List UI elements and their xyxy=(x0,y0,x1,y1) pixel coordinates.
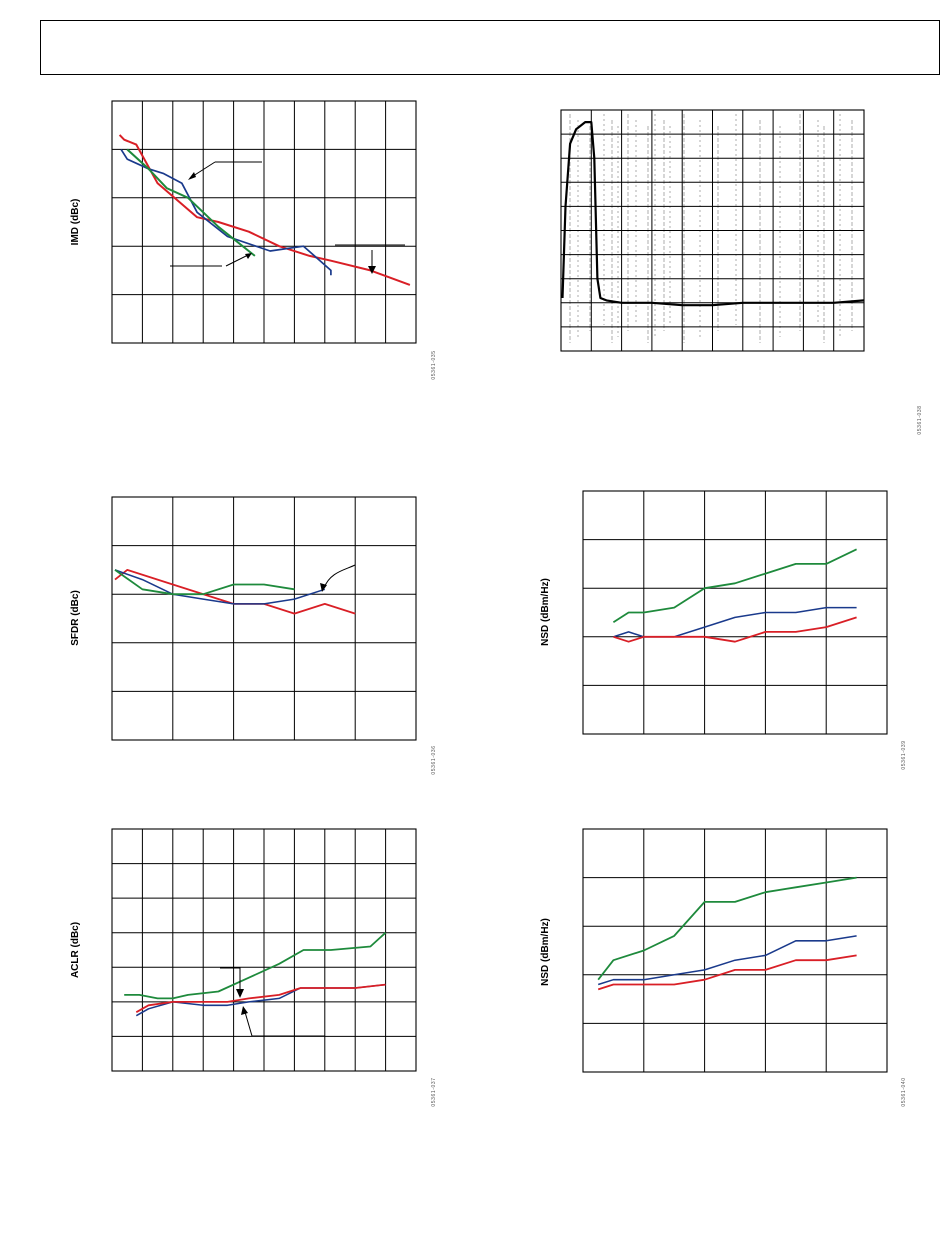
sfdr-figure-id: 05361-036 xyxy=(431,745,437,774)
imd-annotation-arrowhead-2 xyxy=(245,253,252,259)
plot-frame xyxy=(582,828,888,1073)
plot-frame xyxy=(582,490,888,735)
aclr-chart: ACLR (dBc) 05361-037 xyxy=(70,828,437,1107)
sfdr-annotation-arrowhead xyxy=(320,583,327,592)
imd-chart: IMD (dBc) 05361-035 xyxy=(70,100,437,380)
series-line-red xyxy=(118,134,411,286)
spectrum-chart: 05361-038 xyxy=(560,109,923,435)
aclr-annotation-arrowhead-1 xyxy=(236,989,244,998)
aclr-y-axis-label: ACLR (dBc) xyxy=(70,922,81,978)
imd-y-axis-label: IMD (dBc) xyxy=(70,199,81,246)
imd-plot-area xyxy=(111,100,417,344)
series-line-green xyxy=(114,569,295,596)
sfdr-plot-area xyxy=(111,496,417,741)
series-line-green xyxy=(597,876,857,981)
imd-figure-id: 05361-035 xyxy=(431,350,437,379)
series-line-red xyxy=(135,983,386,1013)
imd-annotation-arrowhead-1 xyxy=(188,172,196,180)
spectrum-figure-id: 05361-038 xyxy=(917,405,923,434)
plot-frame xyxy=(560,109,865,352)
nsd-chart-1: NSD (dBm/Hz) 05361-039 xyxy=(540,490,907,770)
series-line-blue xyxy=(613,606,857,638)
sfdr-annotation-arrow xyxy=(323,564,356,589)
aclr-figure-id: 05361-037 xyxy=(431,1077,437,1106)
series-line-blue xyxy=(120,148,332,276)
nsd-2-figure-id: 05361-040 xyxy=(901,1077,907,1106)
imd-annotation-arrowhead-3 xyxy=(368,266,376,274)
plot-frame xyxy=(111,828,417,1072)
nsd-1-figure-id: 05361-039 xyxy=(901,740,907,769)
aclr-annotation-leader-2 xyxy=(244,1011,325,1037)
nsd-2-y-axis-label: NSD (dBm/Hz) xyxy=(540,918,551,986)
nsd-1-y-axis-label: NSD (dBm/Hz) xyxy=(540,578,551,646)
aclr-plot-area xyxy=(111,828,417,1072)
series-line-black xyxy=(561,120,865,307)
aclr-annotation-leader-1 xyxy=(220,967,241,992)
aclr-annotation-arrowhead-2 xyxy=(241,1006,248,1015)
imd-annotation-arrow-2 xyxy=(225,253,251,267)
spectrum-plot-area xyxy=(560,109,865,352)
nsd-2-plot-area xyxy=(582,828,888,1073)
series-line-green xyxy=(126,148,256,257)
sfdr-y-axis-label: SFDR (dBc) xyxy=(70,590,81,646)
nsd-1-plot-area xyxy=(582,490,888,735)
series-line-red xyxy=(597,954,857,991)
series-line-blue xyxy=(135,983,386,1017)
sfdr-chart: SFDR (dBc) 05361-036 xyxy=(70,496,437,775)
series-line-green xyxy=(124,932,387,1000)
series-line-blue xyxy=(597,935,857,986)
series-line-green xyxy=(612,548,857,623)
nsd-chart-2: NSD (dBm/Hz) 05361-040 xyxy=(540,828,907,1107)
spectrum-background-lines xyxy=(569,114,853,343)
series-line-red xyxy=(613,616,857,643)
plot-frame xyxy=(111,100,417,344)
page-header-box xyxy=(40,20,940,75)
series-line-blue xyxy=(114,569,326,605)
plot-frame xyxy=(111,496,417,741)
